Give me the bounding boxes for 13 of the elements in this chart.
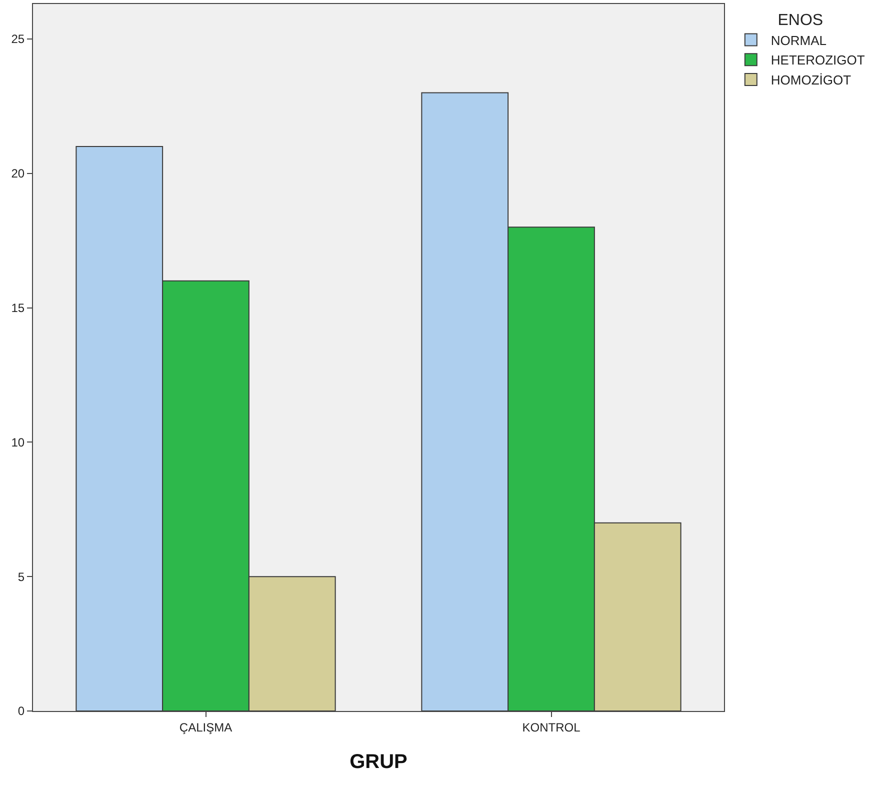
legend-label: HETEROZIGOT [770,52,865,68]
x-tick-label: ÇALIŞMA [179,720,232,734]
y-tick-label: 20 [11,166,25,181]
y-tick-label: 0 [18,704,25,718]
legend-title: ENOS [778,12,824,29]
y-tick-label: 15 [11,300,25,315]
legend-label: NORMAL [770,32,827,48]
y-tick-label: 5 [18,570,25,584]
x-tick-label: KONTROL [522,720,581,734]
legend-label: HOMOZİGOT [770,72,852,88]
x-axis-title: GRUP [350,750,408,773]
y-tick-label: 25 [11,32,25,46]
y-tick-label: 10 [11,435,25,450]
